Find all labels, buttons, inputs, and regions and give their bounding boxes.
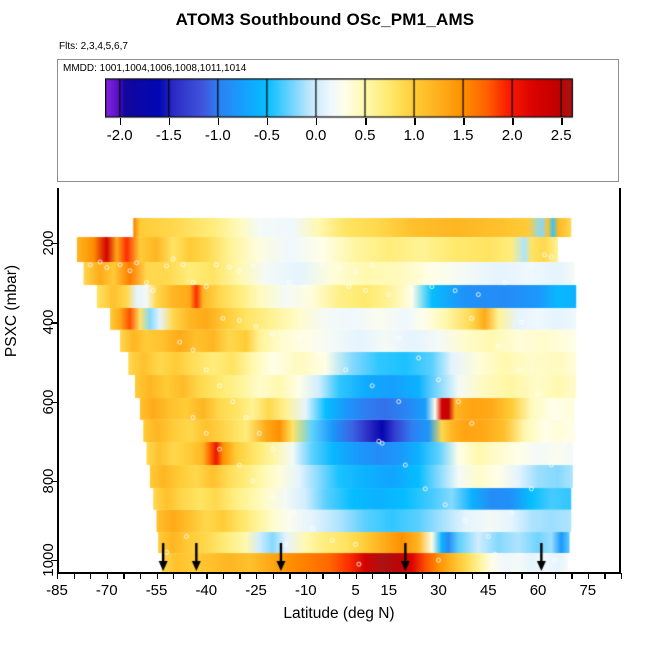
plot-border-left: [57, 188, 59, 573]
x-axis-tick: [322, 573, 324, 579]
plot-border-right: [619, 188, 621, 573]
x-axis-tick: [57, 573, 59, 579]
colorbar-tick-label: 2.0: [501, 127, 523, 144]
x-axis-tick: [106, 573, 109, 579]
x-axis-tick: [538, 573, 540, 579]
colorbar-legend-box: MMDD: 1001,1004,1006,1008,1011,1014 -2.0…: [57, 59, 619, 182]
x-axis-tick: [239, 573, 241, 579]
y-axis-tick-label: 1000: [40, 543, 57, 577]
y-axis-tick: [51, 401, 57, 403]
flights-subtitle: Flts: 2,3,4,5,6,7: [59, 41, 128, 52]
colorbar-tick: [463, 118, 465, 125]
colorbar-tick-label: -2.0: [106, 127, 133, 144]
colorbar-tick-label: 1.0: [403, 127, 425, 144]
x-axis-tick: [587, 573, 590, 579]
x-axis-tick-label: 60: [529, 582, 547, 599]
x-axis-tick: [405, 573, 407, 579]
x-axis-tick-label: -10: [294, 582, 317, 599]
colorbar-tick: [512, 118, 514, 125]
x-axis-tick: [73, 573, 75, 579]
x-axis-tick: [471, 573, 473, 579]
x-axis-line: [57, 572, 621, 574]
x-axis-tick: [488, 573, 490, 579]
colorbar-tick: [414, 118, 416, 125]
colorbar-tick-label: 2.5: [550, 127, 572, 144]
x-axis-tick: [206, 573, 208, 579]
colorbar-tick: [365, 118, 367, 125]
x-axis-tick: [571, 573, 573, 579]
x-axis-tick-label: 45: [479, 582, 497, 599]
x-axis-tick: [355, 573, 357, 579]
x-axis-tick: [90, 573, 92, 579]
y-axis-tick-label: 200: [40, 230, 57, 256]
y-axis-tick: [51, 243, 57, 245]
x-axis-tick: [504, 573, 507, 579]
x-axis-tick-label: 5: [351, 582, 360, 599]
x-axis-tick: [604, 573, 606, 579]
colorbar-gradient: [105, 78, 575, 120]
y-axis-tick: [51, 322, 57, 324]
x-axis-tick: [156, 573, 158, 579]
x-axis-tick: [388, 573, 391, 579]
page-title: ATOM3 Southbound OSc_PM1_AMS: [175, 10, 475, 29]
x-axis-tick: [272, 573, 274, 579]
x-axis-tick: [339, 573, 341, 579]
x-axis-tick: [123, 573, 125, 579]
colorbar-tick-label: -0.5: [253, 127, 280, 144]
x-axis-tick: [305, 573, 308, 579]
y-axis-tick: [51, 480, 57, 483]
colorbar-tick-label: 1.5: [452, 127, 474, 144]
x-axis-tick: [521, 573, 523, 579]
x-axis-tick-label: 15: [380, 582, 398, 599]
colorbar-tick-label: -1.5: [155, 127, 182, 144]
y-axis-tick-label: 400: [40, 309, 57, 335]
colorbar-wrap: -2.0 -1.5 -1.0 -0.5 0.0 0.5 1.0 1.5 2.0 2.5: [105, 78, 575, 144]
colorbar-tick: [217, 118, 220, 125]
heatmap-canvas: [58, 205, 620, 573]
x-axis-tick-label: -40: [195, 582, 218, 599]
y-axis-tick-label: 800: [40, 468, 57, 494]
y-axis-tick-label: 600: [40, 389, 57, 415]
x-axis-tick: [139, 573, 142, 579]
x-axis-tick: [173, 573, 175, 579]
colorbar-tick-label: -1.0: [204, 127, 231, 144]
colorbar-tick: [168, 118, 171, 125]
colorbar-tick-label: 0.5: [354, 127, 376, 144]
x-axis-title: Latitude (deg N): [283, 605, 395, 622]
x-axis-tick: [438, 573, 440, 579]
colorbar-tick-label: 0.0: [305, 127, 327, 144]
y-axis-title: PSXC (mbar): [3, 264, 20, 358]
x-axis-tick: [289, 573, 291, 579]
x-axis-tick: [554, 573, 556, 579]
colorbar-tick: [266, 118, 269, 125]
x-axis-tick-label: -85: [46, 582, 68, 599]
x-axis-tick: [372, 573, 374, 579]
x-axis-tick: [189, 573, 191, 579]
x-axis-tick-label: 30: [430, 582, 447, 599]
colorbar-tick: [561, 118, 563, 125]
x-axis-tick: [256, 573, 258, 579]
x-axis-tick: [222, 573, 225, 579]
x-axis-tick-label: -25: [245, 582, 267, 599]
colorbar-tick: [119, 118, 122, 125]
x-axis-tick: [455, 573, 457, 579]
y-axis-tick: [51, 560, 57, 562]
x-axis-tick-label: -70: [95, 582, 118, 599]
legend-mmdd-label: MMDD: 1001,1004,1006,1008,1011,1014: [63, 63, 247, 74]
x-axis-tick: [620, 573, 623, 579]
colorbar-tick: [315, 118, 318, 125]
x-axis-tick-label: -55: [145, 582, 168, 599]
x-axis-tick: [421, 573, 424, 579]
x-axis-tick-label: 75: [579, 582, 597, 599]
